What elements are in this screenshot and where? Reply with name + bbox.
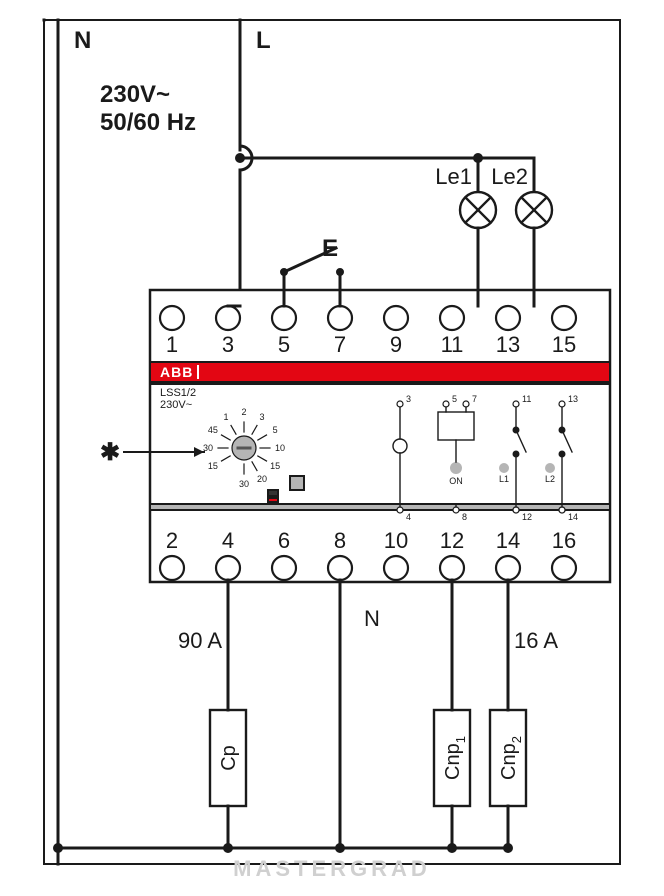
terminal-2: [160, 556, 184, 580]
supply-voltage: 230V~: [100, 81, 170, 108]
terminal-label-3: 3: [222, 332, 234, 357]
le1-lamp: [460, 192, 496, 228]
svg-text:3: 3: [259, 412, 264, 422]
svg-text:30: 30: [239, 479, 249, 489]
svg-text:2: 2: [241, 407, 246, 417]
terminal-15: [552, 306, 576, 330]
watermark: MASTERGRAD: [233, 856, 431, 881]
terminal-14: [496, 556, 520, 580]
svg-text:45: 45: [208, 425, 218, 435]
svg-text:1: 1: [223, 412, 228, 422]
svg-text:8: 8: [462, 512, 467, 522]
le1-label: Le1: [435, 164, 472, 189]
terminal-label-11: 11: [441, 332, 464, 357]
terminal-label-15: 15: [552, 332, 576, 357]
svg-text:11: 11: [522, 394, 531, 404]
terminal-1: [160, 306, 184, 330]
svg-text:3: 3: [406, 394, 411, 404]
terminal-10: [384, 556, 408, 580]
svg-text:12: 12: [522, 512, 532, 522]
label-16a: 16 A: [514, 628, 558, 653]
svg-text:N: N: [74, 27, 91, 54]
terminal-3: [216, 306, 240, 330]
brand-label: ABB: [160, 364, 193, 380]
box-cnp2: Cnp2: [490, 710, 526, 806]
terminal-label-8: 8: [334, 528, 346, 553]
le2-label: Le2: [491, 164, 528, 189]
terminal-label-10: 10: [384, 528, 408, 553]
terminal-6: [272, 556, 296, 580]
svg-text:5: 5: [273, 425, 278, 435]
svg-text:L2: L2: [545, 474, 555, 484]
svg-text:ON: ON: [449, 476, 463, 486]
svg-text:5: 5: [452, 394, 457, 404]
terminal-8: [328, 556, 352, 580]
terminal-label-13: 13: [496, 332, 520, 357]
svg-text:L: L: [256, 27, 271, 54]
terminal-12: [440, 556, 464, 580]
terminal-label-5: 5: [278, 332, 290, 357]
terminal-11: [440, 306, 464, 330]
svg-text:Cp: Cp: [218, 745, 240, 771]
svg-text:14: 14: [568, 512, 578, 522]
terminal-7: [328, 306, 352, 330]
switch-e-label: E: [322, 235, 338, 262]
label-90a: 90 A: [178, 628, 222, 653]
terminal-label-6: 6: [278, 528, 290, 553]
terminal-label-12: 12: [440, 528, 464, 553]
svg-text:7: 7: [472, 394, 477, 404]
terminal-label-9: 9: [390, 332, 402, 357]
brand-bar: [150, 362, 610, 382]
terminal-label-4: 4: [222, 528, 234, 553]
terminal-label-16: 16: [552, 528, 576, 553]
terminal-4: [216, 556, 240, 580]
svg-text:15: 15: [270, 461, 280, 471]
svg-text:L1: L1: [499, 474, 509, 484]
le2-lamp: [516, 192, 552, 228]
device-volts: 230V~: [160, 399, 192, 411]
supply-frequency: 50/60 Hz: [100, 109, 196, 136]
svg-text:15: 15: [208, 461, 218, 471]
terminal-13: [496, 306, 520, 330]
svg-text:10: 10: [275, 443, 285, 453]
label-n-out: N: [364, 606, 380, 631]
svg-text:20: 20: [257, 474, 267, 484]
device-outline: [150, 290, 610, 582]
terminal-label-1: 1: [166, 332, 178, 357]
box-cnp1: Cnp1: [434, 710, 470, 806]
terminal-label-14: 14: [496, 528, 520, 553]
terminal-label-2: 2: [166, 528, 178, 553]
box-cp: Cp: [210, 710, 246, 806]
svg-text:4: 4: [406, 512, 411, 522]
terminal-9: [384, 306, 408, 330]
svg-text:13: 13: [568, 394, 578, 404]
device-model: LSS1/2: [160, 387, 196, 399]
asterisk-icon: ✱: [100, 439, 120, 466]
terminal-5: [272, 306, 296, 330]
terminal-16: [552, 556, 576, 580]
terminal-label-7: 7: [334, 332, 346, 357]
